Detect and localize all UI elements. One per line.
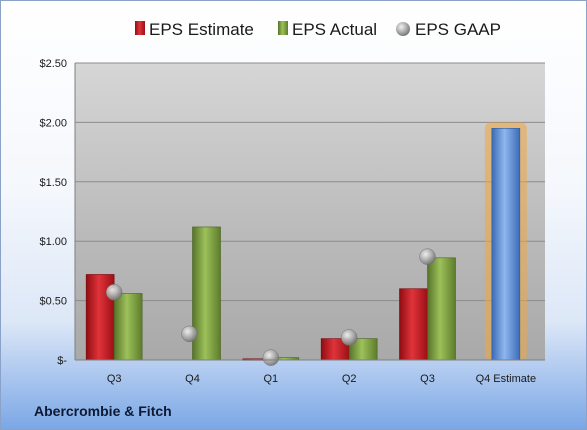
x-tick-label: Q4 Estimate bbox=[476, 373, 537, 385]
legend-swatch-estimate bbox=[135, 21, 145, 35]
y-tick-label: $1.00 bbox=[39, 236, 67, 248]
bar-eps-actual bbox=[113, 293, 143, 361]
y-tick-label: $2.50 bbox=[39, 58, 67, 70]
y-tick-label: $2.00 bbox=[39, 117, 67, 129]
marker-eps-gaap bbox=[105, 284, 123, 301]
legend-label-estimate: EPS Estimate bbox=[149, 20, 254, 39]
marker-eps-gaap bbox=[340, 329, 358, 346]
x-tick-label: Q4 bbox=[185, 373, 200, 385]
x-tick-label: Q3 bbox=[107, 373, 122, 385]
company-label: Abercrombie & Fitch bbox=[34, 403, 172, 419]
plot-area bbox=[75, 63, 545, 360]
legend-label-actual: EPS Actual bbox=[292, 20, 377, 39]
x-tick-label: Q2 bbox=[342, 373, 357, 385]
legend: EPS Estimate EPS Actual EPS GAAP bbox=[135, 20, 501, 39]
legend-marker-gaap bbox=[396, 22, 410, 36]
marker-eps-gaap bbox=[262, 349, 280, 366]
marker-eps-gaap bbox=[181, 325, 198, 343]
x-tick-label: Q1 bbox=[263, 373, 278, 385]
y-tick-label: $1.50 bbox=[39, 177, 67, 189]
x-tick-label: Q3 bbox=[420, 373, 435, 385]
bar-eps-estimate bbox=[399, 288, 428, 361]
bar-eps-actual bbox=[427, 257, 456, 361]
y-tick-label: $- bbox=[57, 355, 67, 367]
legend-swatch-actual bbox=[278, 21, 288, 35]
bar-eps-estimate bbox=[491, 128, 521, 361]
bar-eps-actual bbox=[192, 226, 221, 361]
marker-eps-gaap bbox=[419, 248, 436, 265]
legend-label-gaap: EPS GAAP bbox=[415, 20, 501, 39]
y-tick-label: $0.50 bbox=[39, 296, 67, 308]
